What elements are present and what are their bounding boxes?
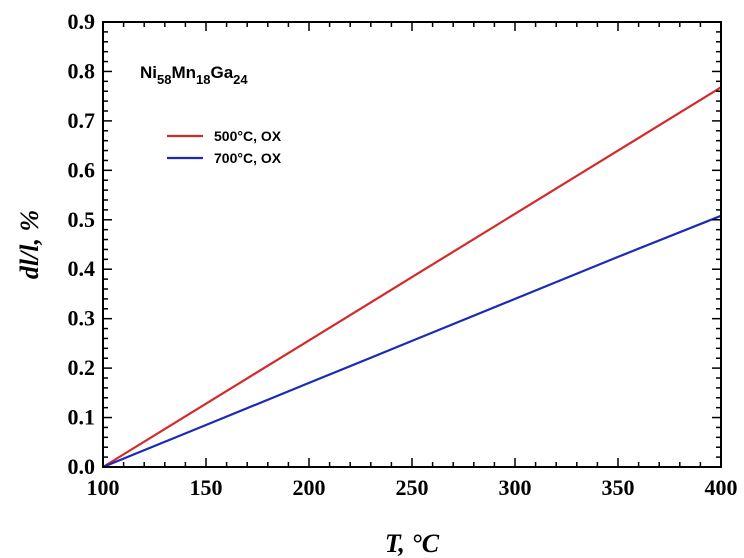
annotation-element: Mn — [171, 63, 196, 82]
annotation-subscript: 24 — [233, 72, 248, 87]
y-tick-label: 0.3 — [68, 306, 96, 331]
annotation-element: Ni — [140, 63, 157, 82]
annotation-subscript: 58 — [157, 72, 171, 87]
x-tick-label: 150 — [190, 475, 223, 500]
series-line-2 — [102, 214, 722, 469]
x-axis-title: T, °C — [385, 529, 440, 558]
y-tick-label: 0.5 — [68, 207, 96, 232]
x-tick-label: 300 — [499, 475, 532, 500]
y-tick-label: 0.6 — [68, 157, 96, 182]
annotation-element: Ga — [210, 63, 233, 82]
x-tick-label: 100 — [87, 475, 120, 500]
y-tick-label: 0.8 — [68, 58, 96, 83]
y-axis-title: dl/l, % — [15, 210, 44, 279]
x-tick-label: 250 — [396, 475, 429, 500]
x-tick-label: 200 — [293, 475, 326, 500]
x-tick-label: 350 — [602, 475, 635, 500]
y-tick-label: 0.7 — [68, 108, 96, 133]
y-tick-label: 0.9 — [68, 9, 96, 34]
legend-label-2: 700°C, OX — [214, 150, 282, 166]
legend: 500°C, OX 700°C, OX — [167, 128, 282, 166]
annotation-subscript: 18 — [196, 72, 210, 87]
y-tick-label: 0.2 — [68, 355, 96, 380]
y-tick-label: 0.1 — [68, 405, 96, 430]
alloy-annotation: Ni58Mn18Ga24 — [140, 63, 248, 87]
y-tick-label: 0.4 — [68, 256, 96, 281]
y-tick-label: 0.0 — [68, 454, 96, 479]
legend-label-1: 500°C, OX — [214, 128, 282, 144]
series-line-1 — [102, 86, 722, 468]
series-layer — [102, 86, 722, 469]
axis-layer: 100 150 200 250 300 350 400 0.0 0.1 0.2 0.3 0.4 0.5 0… — [68, 9, 738, 500]
x-tick-label: 400 — [705, 475, 738, 500]
